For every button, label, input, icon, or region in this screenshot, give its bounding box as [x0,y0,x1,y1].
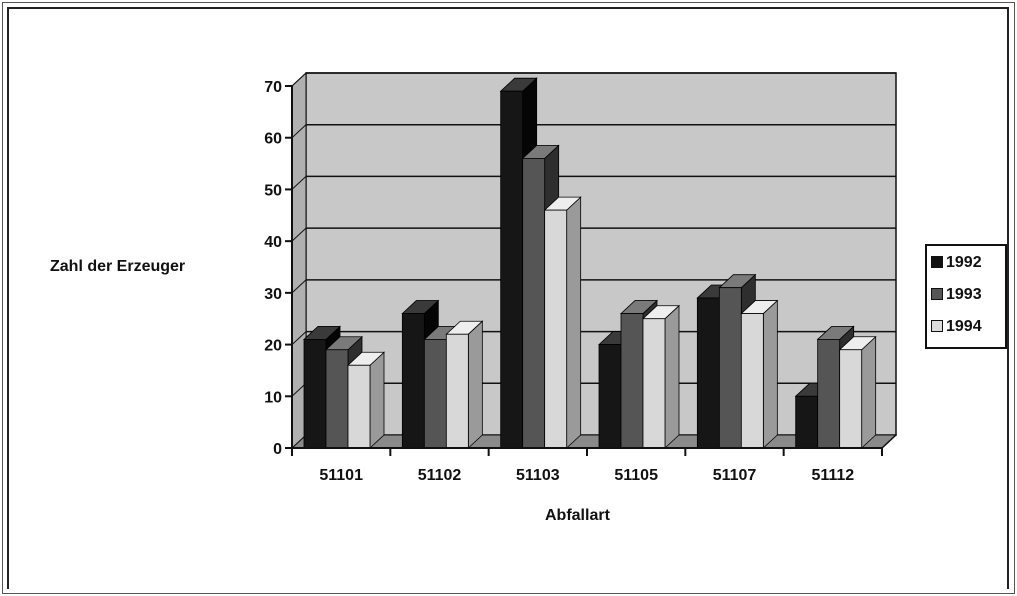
gridline-side [291,279,307,294]
bar-51105-1994-side [664,304,680,449]
bar-51101-1993 [325,349,349,449]
y-axis-title: Zahl der Erzeuger [50,258,186,275]
bar-51105-1992 [598,344,622,449]
legend-swatch-1993 [931,288,943,300]
bar-51101-1992 [303,338,327,449]
bar-51101-1994-side [369,351,385,449]
bar-51107-1993 [718,287,742,449]
bar-51107-1994-side [762,299,778,449]
legend-item-1992: 1992 [931,254,982,272]
bar-51112-1994 [839,349,863,449]
gridline-side [291,124,307,139]
y-tick-label: 20 [264,338,282,355]
legend-item-1994: 1994 [931,318,982,336]
legend-item-1993: 1993 [931,286,982,304]
gridline-side [291,227,307,242]
bar-51102-1993 [423,338,447,449]
legend-label-1994: 1994 [946,318,982,335]
x-tick-label: 51105 [614,467,658,484]
legend: 1992 1993 1994 [925,244,1007,349]
y-tick-label: 70 [264,79,282,96]
bar-51102-1994-side [467,320,483,449]
bar-51107-1994 [740,313,764,449]
bar-51103-1994-side [566,196,582,449]
bar-51112-1994-side [861,335,877,449]
x-tick-label: 51102 [418,467,462,484]
chart-frame-inner [7,7,1009,589]
y-tick-label: 0 [273,441,282,458]
bar-51112-1992 [795,395,819,449]
legend-label-1993: 1993 [946,286,982,303]
bar-51101-1994 [347,364,371,449]
x-tick-label: 51103 [516,467,560,484]
x-tick-label: 51107 [713,467,757,484]
bar-51105-1993 [620,313,644,449]
gridline-side [291,176,307,190]
legend-label-1992: 1992 [946,254,982,271]
bar-51112-1993 [817,338,841,449]
y-tick-label: 40 [264,234,282,251]
gridline-side [291,72,307,87]
bar-51103-1993 [522,157,546,449]
floor-edge [881,434,897,449]
bar-51107-1992 [696,297,720,449]
legend-swatch-1994 [931,320,943,332]
bar-51103-1992 [500,90,524,449]
y-tick-label: 60 [264,131,282,148]
x-tick-label: 51112 [811,467,854,484]
legend-swatch-1992 [931,256,943,268]
bar-51105-1994 [642,318,666,449]
bar-51102-1992 [401,313,425,449]
gridline-side [291,331,307,345]
bar-51103-1994 [544,209,568,449]
bar-51102-1994 [445,333,469,449]
x-axis-title: Abfallart [545,507,610,524]
y-tick-label: 10 [264,389,282,406]
x-tick-label: 51101 [319,467,363,484]
y-tick-label: 30 [264,286,282,303]
y-tick-label: 50 [264,182,282,199]
